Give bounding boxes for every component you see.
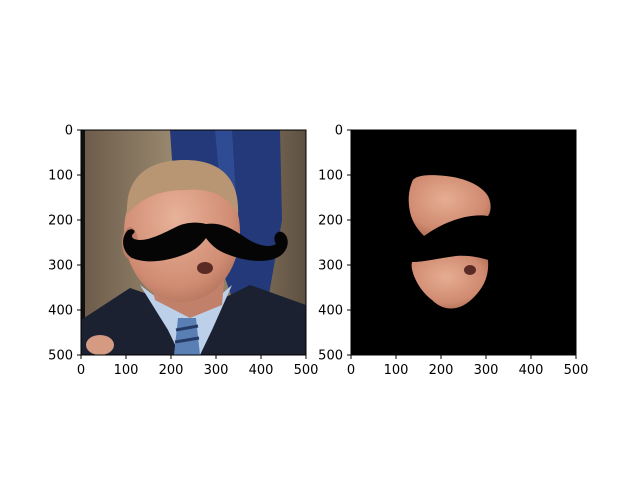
mask-mouth xyxy=(464,265,476,275)
left-x-tick-label: 100 xyxy=(114,363,139,378)
right-axis-ticks: 0 100 200 300 400 500 0 100 200 300 400 500 xyxy=(318,124,588,379)
right-axes-frame xyxy=(350,129,577,356)
right-y-tick-label: 300 xyxy=(318,259,343,274)
left-axes-frame xyxy=(80,129,307,356)
mask-forehead xyxy=(408,175,491,236)
left-y-tick-label: 0 xyxy=(65,124,73,139)
right-x-tick-label: 300 xyxy=(474,363,499,378)
right-y-tick-label: 0 xyxy=(335,124,343,139)
right-x-tick-label: 200 xyxy=(429,363,454,378)
left-image-panel xyxy=(81,130,306,355)
left-y-tick-label: 200 xyxy=(48,214,73,229)
left-y-tick-label: 400 xyxy=(48,304,73,319)
left-y-tick-label: 500 xyxy=(48,349,73,364)
right-y-tick-label: 400 xyxy=(318,304,343,319)
left-x-tick-label: 300 xyxy=(204,363,229,378)
left-y-tick-label: 300 xyxy=(48,259,73,274)
right-y-tick-label: 500 xyxy=(318,349,343,364)
right-y-tick-label: 100 xyxy=(318,169,343,184)
hair xyxy=(126,160,239,215)
mouth xyxy=(197,262,213,274)
right-y-tick-label: 200 xyxy=(318,214,343,229)
left-x-tick-label: 200 xyxy=(159,363,184,378)
tie-stripes xyxy=(174,324,200,344)
left-y-tick-label: 100 xyxy=(48,169,73,184)
right-x-tick-label: 400 xyxy=(519,363,544,378)
left-x-tick-label: 0 xyxy=(77,363,85,378)
right-x-tick-label: 100 xyxy=(384,363,409,378)
mask-background xyxy=(351,130,576,355)
left-axis-ticks: 0 100 200 300 400 500 0 100 200 300 400 500 xyxy=(48,124,318,379)
photo-left-edge xyxy=(81,130,85,355)
right-x-tick-label: 0 xyxy=(347,363,355,378)
right-x-tick-label: 500 xyxy=(564,363,589,378)
hand xyxy=(86,335,114,355)
left-x-tick-label: 400 xyxy=(249,363,274,378)
right-image-panel xyxy=(351,130,576,355)
mustache xyxy=(123,222,288,262)
tie xyxy=(174,318,200,355)
left-x-tick-label: 500 xyxy=(294,363,319,378)
